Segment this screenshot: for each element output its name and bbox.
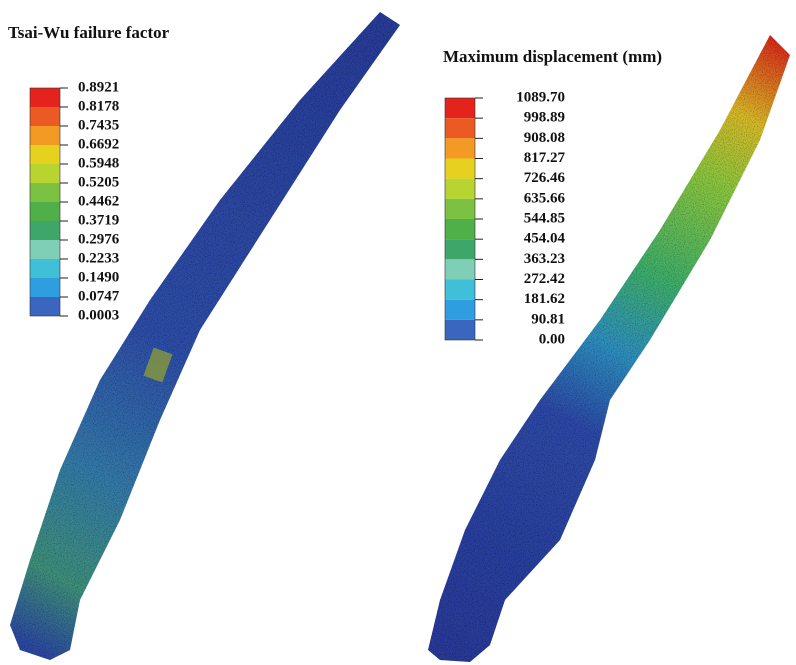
legend-label: 0.5205 — [78, 174, 119, 190]
legend-swatch — [445, 159, 475, 179]
legend-label: 0.2976 — [78, 231, 120, 247]
legend-swatch — [30, 88, 60, 107]
legend-swatch — [445, 259, 475, 279]
legend-swatch — [445, 98, 475, 118]
legend-label: 0.7435 — [78, 117, 119, 133]
panel-title: Tsai-Wu failure factor — [8, 23, 170, 42]
legend-swatch — [445, 219, 475, 239]
blade-right — [428, 35, 790, 662]
legend-swatch — [30, 297, 60, 316]
legend-label: 908.08 — [524, 130, 565, 146]
legend-label: 0.5948 — [78, 155, 119, 171]
legend-swatch — [445, 138, 475, 158]
legend-label: 454.04 — [524, 231, 566, 247]
legend-label: 0.3719 — [78, 212, 119, 228]
legend-label: 0.0747 — [78, 288, 120, 304]
legend-swatch — [445, 280, 475, 300]
legend-swatch — [30, 259, 60, 278]
legend-label: 0.6692 — [78, 136, 119, 152]
legend-label: 544.85 — [524, 210, 565, 226]
legend-swatch — [30, 240, 60, 259]
blade-left — [10, 12, 400, 660]
legend-label: 90.81 — [531, 311, 565, 327]
legend-label: 272.42 — [524, 271, 565, 287]
legend-swatch — [30, 126, 60, 145]
legend-label: 363.23 — [524, 251, 565, 267]
legend-label: 0.00 — [539, 331, 565, 347]
legend-swatch — [30, 107, 60, 126]
legend-label: 0.1490 — [78, 269, 119, 285]
legend-label: 0.0003 — [78, 307, 119, 323]
legend-swatch — [445, 320, 475, 340]
legend-swatch — [445, 300, 475, 320]
legend-swatch — [30, 145, 60, 164]
legend-swatch — [30, 202, 60, 221]
legend-label: 998.89 — [524, 110, 565, 126]
legend-label: 0.8178 — [78, 98, 119, 114]
legend-swatch — [30, 278, 60, 297]
legend-label: 1089.70 — [516, 89, 565, 105]
panel-title: Maximum displacement (mm) — [443, 47, 662, 66]
legend-swatch — [445, 239, 475, 259]
legend-swatch — [445, 179, 475, 199]
legend-swatch — [30, 164, 60, 183]
figure: Tsai-Wu failure factor Maximum displacem… — [0, 0, 796, 665]
legend-swatch — [30, 183, 60, 202]
legend-label: 0.2233 — [78, 250, 119, 266]
legend-swatch — [445, 199, 475, 219]
legend-swatch — [445, 118, 475, 138]
legend-label: 635.66 — [524, 190, 566, 206]
legend-swatch — [30, 221, 60, 240]
legend-label: 817.27 — [524, 150, 566, 166]
legend-label: 0.8921 — [78, 79, 119, 95]
legend-label: 726.46 — [524, 170, 566, 186]
legend-label: 181.62 — [524, 291, 565, 307]
legend-label: 0.4462 — [78, 193, 119, 209]
